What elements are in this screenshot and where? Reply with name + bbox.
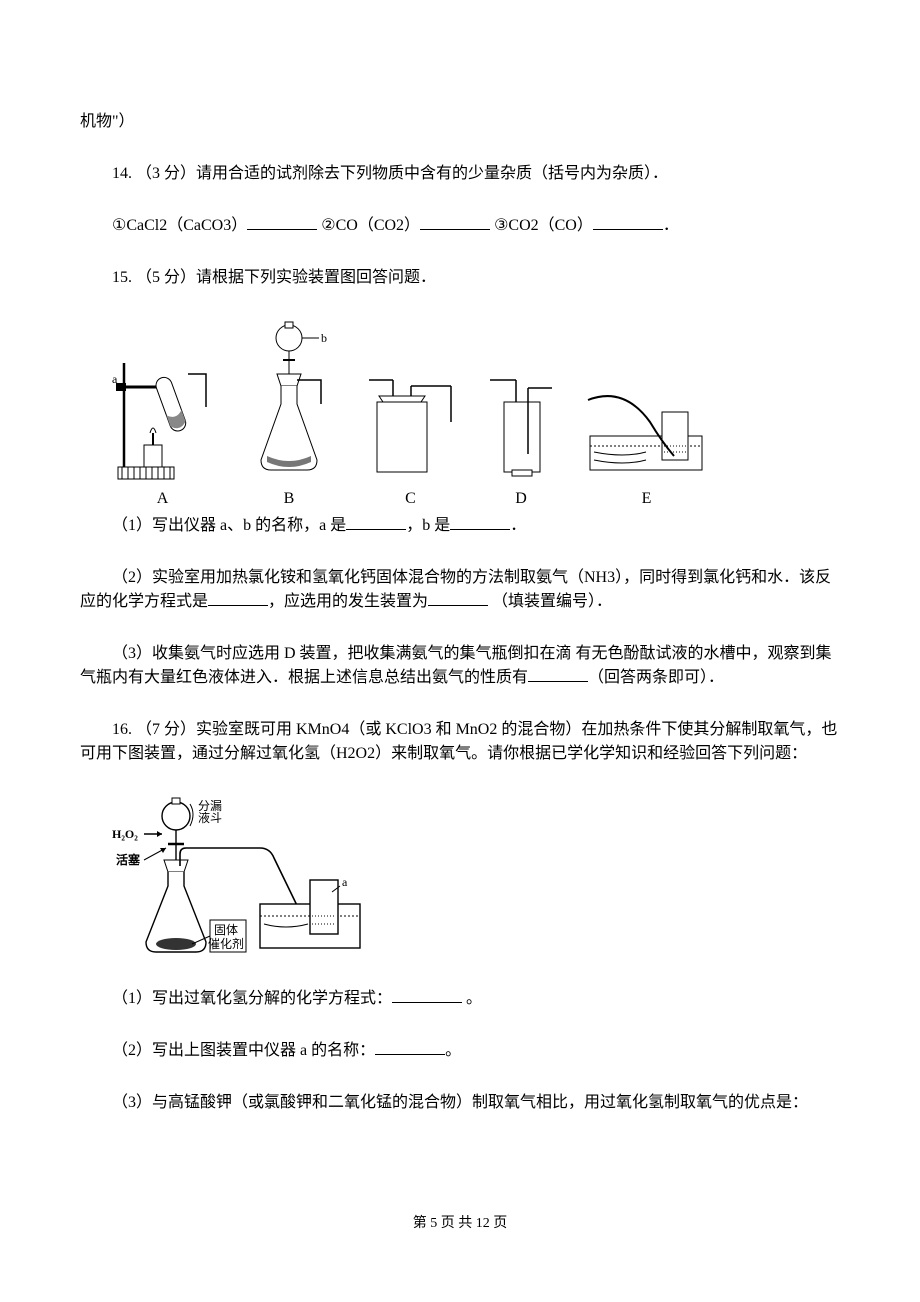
- q16-p2-b: 。: [445, 1042, 461, 1059]
- q14-opt1: ①CaCl2（CaCO3）: [112, 217, 247, 234]
- q16-p2-a: （2）写出上图装置中仪器 a 的名称：: [112, 1042, 375, 1059]
- q16-p1: （1）写出过氧化氢分解的化学方程式： 。: [80, 987, 840, 1011]
- q15-intro: 15. （5 分）请根据下列实验装置图回答问题．: [80, 266, 840, 290]
- q16-blank-eq: [392, 987, 462, 1003]
- svg-text:a: a: [342, 875, 348, 889]
- apparatus-d: D: [482, 366, 560, 508]
- footer-mid: 页 共: [437, 1216, 476, 1231]
- q15-p3: （3）收集氨气时应选用 D 装置，把收集满氨气的集气瓶倒扣在滴 有无色酚酞试液的…: [80, 642, 840, 690]
- q16-p2: （2）写出上图装置中仪器 a 的名称： 。: [80, 1039, 840, 1063]
- apparatus-d-icon: [482, 366, 560, 486]
- q15-p3-b: （回答两条即可）．: [588, 669, 724, 686]
- q15-p1: （1）写出仪器 a、b 的名称，a 是 ，b 是 ．: [80, 514, 840, 538]
- funnel-label-2: 液: [198, 810, 210, 825]
- apparatus-d-label: D: [482, 490, 560, 508]
- apparatus-c-label: C: [363, 490, 458, 508]
- q16-apparatus-icon: 分 液 漏 斗 H₂O₂ 活塞 固体 催化剂: [110, 794, 370, 964]
- funnel-label-4: 斗: [210, 811, 222, 825]
- svg-text:b: b: [321, 331, 327, 345]
- q14-opt3: ③CO2（CO）: [494, 217, 593, 234]
- fragment-line: 机物"）: [80, 110, 840, 134]
- q15-p2-b: ，应选用的发生装置为: [268, 593, 428, 610]
- page-footer: 第 5 页 共 12 页: [80, 1212, 840, 1232]
- q15-blank-dev: [428, 590, 488, 606]
- svg-text:催化剂: 催化剂: [208, 936, 244, 951]
- apparatus-e: E: [584, 376, 709, 508]
- q16-p3: （3）与高锰酸钾（或氯酸钾和二氧化锰的混合物）制取氧气相比，用过氧化氢制取氧气的…: [80, 1091, 840, 1115]
- q15-p1-a: （1）写出仪器 a、b 的名称，a 是: [112, 517, 346, 534]
- q16-p1-b: 。: [462, 990, 482, 1007]
- q14-text: 14. （3 分）请用合适的试剂除去下列物质中含有的少量杂质（括号内为杂质）．: [80, 162, 840, 186]
- q14-options: ①CaCl2（CaCO3） ②CO（CO2） ③CO2（CO） ．: [80, 214, 840, 238]
- footer-suffix: 页: [490, 1216, 508, 1231]
- apparatus-c: C: [363, 366, 458, 508]
- apparatus-c-icon: [363, 366, 458, 486]
- q16-intro: 16. （7 分）实验室既可用 KMnO4（或 KClO3 和 MnO2 的混合…: [80, 718, 840, 766]
- q14-blank3: [593, 214, 663, 230]
- apparatus-e-label: E: [584, 490, 709, 508]
- q14-blank2: [420, 214, 490, 230]
- q15-p1-b: ，b 是: [406, 517, 450, 534]
- apparatus-b-icon: b: [239, 318, 339, 486]
- svg-text:H₂O₂: H₂O₂: [112, 827, 138, 841]
- q15-diagram: a A: [110, 318, 840, 508]
- q15-blank-eq: [208, 590, 268, 606]
- q14-tail: ．: [663, 217, 679, 234]
- apparatus-b: b B: [239, 318, 339, 508]
- q14-blank1: [247, 214, 317, 230]
- apparatus-b-label: B: [239, 490, 339, 508]
- apparatus-a-icon: a: [110, 341, 215, 486]
- q15-p2: （2）实验室用加热氯化铵和氢氧化钙固体混合物的方法制取氨气（NH3），同时得到氯…: [80, 566, 840, 614]
- q15-p1-c: ．: [510, 517, 526, 534]
- q16-diagram: 分 液 漏 斗 H₂O₂ 活塞 固体 催化剂: [110, 794, 840, 969]
- page-content: 机物"） 14. （3 分）请用合适的试剂除去下列物质中含有的少量杂质（括号内为…: [80, 0, 840, 1115]
- q15-blank-a: [346, 514, 406, 530]
- q16-blank-a: [375, 1039, 445, 1055]
- footer-prefix: 第: [413, 1216, 431, 1231]
- q15-blank-prop: [528, 666, 588, 682]
- svg-text:活塞: 活塞: [116, 852, 141, 867]
- q15-blank-b: [450, 514, 510, 530]
- svg-text:a: a: [112, 372, 118, 386]
- svg-text:固体: 固体: [214, 923, 238, 937]
- q14-opt2: ②CO（CO2）: [321, 217, 420, 234]
- apparatus-a-label: A: [110, 490, 215, 508]
- q16-p1-a: （1）写出过氧化氢分解的化学方程式：: [112, 990, 392, 1007]
- apparatus-a: a A: [110, 341, 215, 508]
- apparatus-e-icon: [584, 376, 709, 486]
- q15-p2-c: （填装置编号）．: [488, 593, 612, 610]
- footer-total: 12: [476, 1216, 490, 1231]
